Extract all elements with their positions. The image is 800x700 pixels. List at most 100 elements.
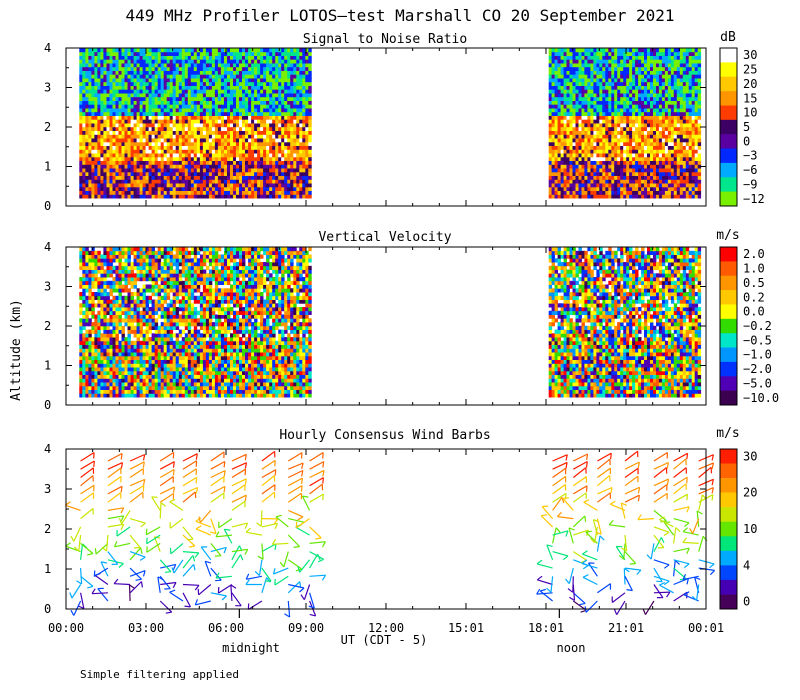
heatmap-cell: [581, 194, 585, 199]
heatmap-cell: [638, 51, 642, 56]
heatmap-cell: [650, 74, 654, 79]
heatmap-cell: [661, 138, 666, 143]
heatmap-cell: [85, 183, 89, 188]
heatmap-cell: [115, 89, 119, 94]
heatmap-cell: [305, 153, 309, 158]
heatmap-cell: [251, 104, 255, 109]
heatmap-cell: [133, 104, 137, 109]
heatmap-cell: [88, 96, 92, 101]
heatmap-cell: [667, 55, 672, 60]
heatmap-cell: [202, 149, 207, 154]
heatmap-cell: [299, 160, 303, 165]
heatmap-cell: [199, 168, 204, 173]
heatmap-cell: [133, 78, 137, 83]
heatmap-cell: [287, 93, 291, 98]
heatmap-cell: [248, 111, 252, 116]
heatmap-cell: [205, 183, 210, 188]
heatmap-cell: [109, 70, 113, 75]
heatmap-cell: [676, 74, 681, 79]
heatmap-cell: [308, 96, 312, 101]
heatmap-cell: [136, 126, 140, 131]
heatmap-cell: [163, 96, 168, 101]
heatmap-cell: [670, 89, 675, 94]
heatmap-cell: [106, 78, 110, 83]
heatmap-cell: [284, 89, 288, 94]
heatmap-cell: [647, 93, 651, 98]
heatmap-cell: [184, 70, 189, 75]
heatmap-cell: [109, 186, 113, 191]
heatmap-cell: [602, 48, 606, 53]
heatmap-cell: [578, 175, 582, 180]
heatmap-cell: [569, 130, 573, 135]
heatmap-cell: [656, 183, 660, 188]
heatmap-cell: [242, 96, 246, 101]
heatmap-cell: [287, 51, 291, 56]
heatmap-cell: [169, 55, 174, 60]
heatmap-cell: [172, 164, 177, 169]
heatmap-cell: [560, 63, 564, 68]
heatmap-cell: [554, 55, 558, 60]
heatmap-cell: [605, 115, 609, 120]
heatmap-cell: [103, 141, 107, 146]
heatmap-cell: [611, 153, 615, 158]
heatmap-cell: [299, 96, 303, 101]
heatmap-cell: [97, 156, 101, 161]
heatmap-cell: [293, 183, 297, 188]
heatmap-cell: [602, 59, 606, 64]
heatmap-cell: [154, 183, 159, 188]
heatmap-cell: [151, 134, 155, 139]
heatmap-cell: [136, 100, 140, 105]
heatmap-cell: [227, 168, 231, 173]
heatmap-cell: [257, 74, 261, 79]
heatmap-cell: [661, 183, 666, 188]
heatmap-cell: [626, 93, 630, 98]
heatmap-cell: [623, 175, 627, 180]
heatmap-cell: [151, 126, 155, 131]
heatmap-cell: [157, 51, 162, 56]
heatmap-cell: [632, 63, 636, 68]
heatmap-cell: [124, 138, 128, 143]
heatmap-cell: [97, 175, 101, 180]
heatmap-cell: [554, 186, 558, 191]
heatmap-cell: [581, 55, 585, 60]
heatmap-cell: [596, 100, 600, 105]
heatmap-cell: [575, 63, 579, 68]
heatmap-cell: [118, 164, 122, 169]
heatmap-cell: [293, 141, 297, 146]
heatmap-cell: [166, 160, 171, 165]
heatmap-cell: [230, 134, 234, 139]
heatmap-cell: [82, 48, 86, 53]
heatmap-cell: [590, 93, 594, 98]
heatmap-cell: [251, 66, 255, 71]
heatmap-cell: [127, 153, 131, 158]
heatmap-cell: [605, 78, 609, 83]
heatmap-cell: [239, 186, 243, 191]
heatmap-cell: [211, 111, 216, 116]
heatmap-cell: [82, 134, 86, 139]
heatmap-cell: [596, 186, 600, 191]
heatmap-cell: [281, 134, 285, 139]
heatmap-cell: [688, 153, 693, 158]
heatmap-cell: [287, 115, 291, 120]
heatmap-cell: [584, 156, 588, 161]
heatmap-cell: [115, 93, 119, 98]
heatmap-cell: [139, 130, 143, 135]
heatmap-cell: [302, 194, 306, 199]
heatmap-cell: [239, 123, 243, 128]
heatmap-cell: [245, 190, 249, 195]
heatmap-cell: [184, 153, 189, 158]
heatmap-cell: [275, 51, 279, 56]
heatmap-cell: [121, 123, 125, 128]
heatmap-cell: [605, 108, 609, 113]
heatmap-cell: [169, 153, 174, 158]
heatmap-cell: [308, 164, 312, 169]
heatmap-cell: [145, 183, 149, 188]
heatmap-cell: [239, 141, 243, 146]
heatmap-cell: [145, 115, 149, 120]
heatmap-cell: [79, 190, 83, 195]
heatmap-cell: [644, 96, 648, 101]
heatmap-cell: [566, 183, 570, 188]
heatmap-cell: [284, 78, 288, 83]
heatmap-cell: [211, 149, 216, 154]
heatmap-cell: [257, 138, 261, 143]
